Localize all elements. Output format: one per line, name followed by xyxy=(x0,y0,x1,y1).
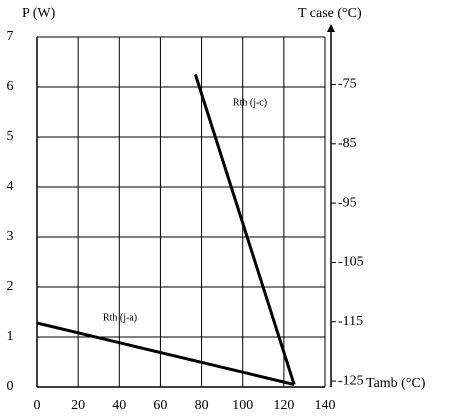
x-axis-label: Tamb (°C) xyxy=(366,376,426,391)
y2-tick-label: -125 xyxy=(338,373,364,388)
y2-tick-label: -105 xyxy=(338,255,364,270)
y-tick-label: 3 xyxy=(7,229,14,244)
series-label: Rth (j-a) xyxy=(103,312,137,323)
y-tick-label: 5 xyxy=(7,129,14,144)
y2-tick-label: -95 xyxy=(338,195,357,210)
x-tick-label: 100 xyxy=(232,398,253,413)
y-tick-label: 0 xyxy=(7,379,14,394)
y-tick-label: 2 xyxy=(7,279,14,294)
y-tick-label: 6 xyxy=(7,79,14,94)
y-tick-label: 4 xyxy=(7,179,14,194)
y-tick-label: 7 xyxy=(7,29,14,44)
x-tick-label: 20 xyxy=(71,398,85,413)
series-line xyxy=(193,74,296,385)
y-tick-label: 1 xyxy=(7,329,14,344)
x-tick-label: 120 xyxy=(273,398,294,413)
y2-tick-label: -85 xyxy=(338,136,357,151)
y2-tick-label: -75 xyxy=(338,77,357,92)
x-tick-label: 40 xyxy=(112,398,126,413)
x-tick-label: 60 xyxy=(153,398,167,413)
x-tick-label: 140 xyxy=(315,398,336,413)
series-label: Rth (j-c) xyxy=(233,97,267,108)
series-line xyxy=(36,321,295,386)
y2-tick-label: -115 xyxy=(338,314,363,329)
x-tick-label: 0 xyxy=(34,398,41,413)
y2-axis-label: T case (°C) xyxy=(298,6,362,21)
y-axis-label: P (W) xyxy=(22,6,56,21)
x-tick-label: 80 xyxy=(195,398,209,413)
y2-axis-arrow xyxy=(327,24,335,32)
